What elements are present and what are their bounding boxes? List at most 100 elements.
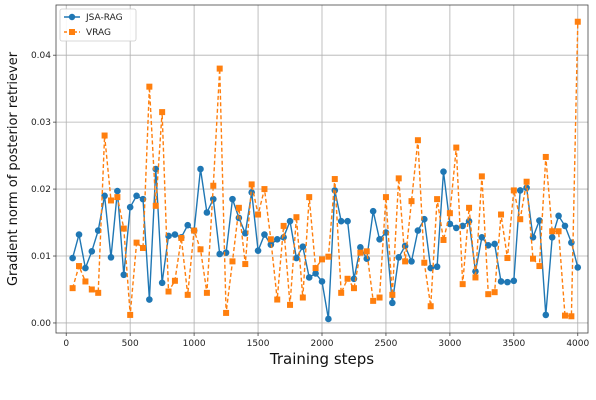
data-point-jsa-rag bbox=[69, 254, 76, 262]
data-point-jsa-rag bbox=[344, 217, 351, 225]
data-point-jsa-rag bbox=[421, 215, 428, 223]
data-point-vrag bbox=[350, 285, 357, 292]
data-point-jsa-rag bbox=[510, 277, 518, 285]
data-point-vrag bbox=[370, 297, 377, 304]
data-point-vrag bbox=[88, 286, 95, 293]
data-point-vrag bbox=[274, 296, 281, 303]
data-point-jsa-rag bbox=[280, 233, 287, 241]
data-point-vrag bbox=[299, 294, 306, 301]
data-point-vrag bbox=[478, 173, 485, 180]
data-point-vrag bbox=[338, 289, 345, 296]
data-point-vrag bbox=[76, 263, 83, 270]
data-point-jsa-rag bbox=[452, 224, 460, 232]
y-tick-label: 0.04 bbox=[31, 51, 51, 61]
data-point-jsa-rag bbox=[561, 222, 569, 230]
data-point-vrag bbox=[107, 197, 114, 204]
data-point-vrag bbox=[561, 312, 568, 319]
data-point-jsa-rag bbox=[312, 270, 319, 277]
data-point-jsa-rag bbox=[491, 240, 498, 248]
data-point-jsa-rag bbox=[107, 254, 115, 261]
data-point-jsa-rag bbox=[523, 184, 530, 192]
data-point-vrag bbox=[542, 153, 549, 160]
data-point-vrag bbox=[216, 65, 223, 72]
x-tick-label: 0 bbox=[63, 339, 69, 349]
data-point-jsa-rag bbox=[229, 195, 236, 203]
data-point-jsa-rag bbox=[209, 195, 217, 203]
data-point-vrag bbox=[421, 259, 428, 266]
legend-label-vrag: VRAG bbox=[86, 28, 111, 38]
data-point-vrag bbox=[171, 277, 178, 284]
data-point-vrag bbox=[248, 181, 255, 188]
data-point-vrag bbox=[427, 303, 434, 310]
data-point-vrag bbox=[242, 261, 249, 268]
data-point-jsa-rag bbox=[261, 231, 268, 238]
legend-label-jsa-rag: JSA-RAG bbox=[85, 13, 123, 23]
data-point-vrag bbox=[568, 313, 575, 320]
x-axis-ticks: 0 500 1000 1500 2000 2500 3000 3500 4000 bbox=[63, 333, 589, 349]
data-point-jsa-rag bbox=[465, 217, 473, 225]
data-point-vrag bbox=[498, 211, 505, 218]
y-axis-ticks: 0.00 0.01 0.02 0.03 0.04 bbox=[31, 51, 56, 329]
legend: JSA-RAG VRAG bbox=[59, 8, 137, 42]
y-tick-label: 0.01 bbox=[31, 252, 51, 262]
data-point-vrag bbox=[574, 18, 581, 25]
data-point-jsa-rag bbox=[254, 247, 262, 254]
x-tick-label: 3000 bbox=[438, 339, 461, 349]
data-point-vrag bbox=[261, 186, 268, 193]
data-point-jsa-rag bbox=[203, 209, 211, 216]
data-point-jsa-rag bbox=[75, 231, 83, 238]
data-point-vrag bbox=[491, 289, 498, 296]
x-tick-label: 1500 bbox=[247, 339, 270, 349]
data-point-vrag bbox=[530, 255, 537, 262]
data-point-jsa-rag bbox=[158, 279, 166, 287]
series-vrag bbox=[69, 18, 581, 320]
data-point-jsa-rag bbox=[222, 249, 230, 256]
data-point-jsa-rag bbox=[555, 212, 562, 220]
x-tick-label: 500 bbox=[122, 339, 139, 349]
data-point-vrag bbox=[280, 222, 287, 229]
data-point-vrag bbox=[414, 137, 421, 144]
data-point-jsa-rag bbox=[504, 278, 511, 286]
data-point-vrag bbox=[344, 275, 351, 282]
data-point-jsa-rag bbox=[318, 278, 326, 285]
legend-marker-jsa-rag bbox=[68, 13, 76, 21]
data-point-vrag bbox=[114, 194, 121, 201]
data-point-vrag bbox=[69, 285, 76, 292]
data-point-vrag bbox=[312, 265, 319, 272]
data-point-jsa-rag bbox=[305, 274, 313, 281]
data-point-vrag bbox=[555, 228, 562, 235]
data-point-vrag bbox=[178, 234, 185, 241]
data-point-vrag bbox=[510, 187, 517, 194]
data-point-jsa-rag bbox=[484, 242, 492, 249]
data-point-jsa-rag bbox=[216, 250, 223, 258]
data-point-jsa-rag bbox=[459, 222, 466, 230]
data-point-jsa-rag bbox=[235, 214, 243, 222]
data-point-vrag bbox=[472, 274, 479, 281]
data-point-jsa-rag bbox=[197, 165, 204, 173]
data-point-vrag bbox=[549, 228, 556, 235]
data-point-vrag bbox=[267, 236, 274, 243]
y-tick-label: 0.02 bbox=[31, 185, 51, 195]
y-axis-title: Gradient norm of posterior retriever bbox=[6, 51, 21, 286]
data-point-vrag bbox=[159, 109, 166, 116]
data-point-jsa-rag bbox=[337, 217, 345, 225]
data-point-vrag bbox=[523, 178, 530, 185]
data-point-vrag bbox=[389, 291, 396, 298]
data-point-vrag bbox=[210, 182, 217, 189]
data-point-jsa-rag bbox=[369, 207, 377, 215]
data-point-jsa-rag bbox=[286, 217, 294, 225]
data-point-jsa-rag bbox=[171, 231, 179, 238]
data-point-jsa-rag bbox=[408, 258, 415, 265]
data-point-jsa-rag bbox=[114, 187, 121, 195]
data-point-vrag bbox=[453, 144, 460, 151]
data-point-vrag bbox=[95, 289, 102, 296]
data-point-jsa-rag bbox=[414, 227, 422, 234]
y-tick-label: 0.00 bbox=[31, 319, 51, 329]
data-point-jsa-rag bbox=[88, 248, 96, 255]
data-point-vrag bbox=[446, 210, 453, 217]
x-tick-label: 4000 bbox=[566, 339, 589, 349]
data-point-vrag bbox=[319, 256, 325, 263]
data-point-vrag bbox=[376, 294, 383, 301]
data-point-vrag bbox=[127, 311, 134, 318]
data-point-jsa-rag bbox=[516, 187, 524, 194]
